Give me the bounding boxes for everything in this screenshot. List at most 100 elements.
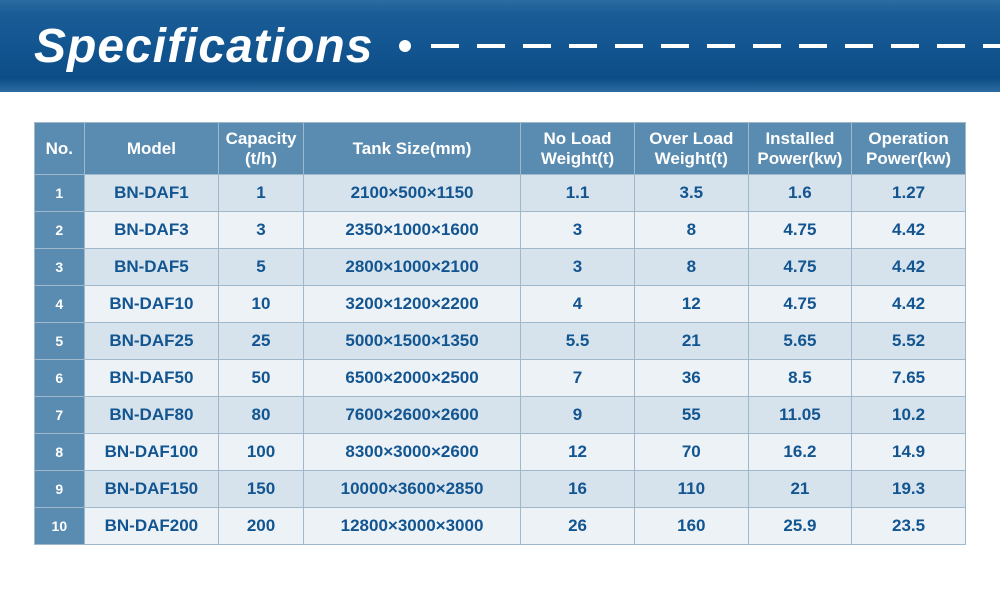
cell-inst: 1.6 bbox=[748, 175, 851, 212]
table-row: 10 BN-DAF200 200 12800×3000×3000 26 160 … bbox=[35, 508, 966, 545]
cell-no: 4 bbox=[35, 286, 85, 323]
cell-inst: 4.75 bbox=[748, 249, 851, 286]
cell-model: BN-DAF80 bbox=[84, 397, 218, 434]
cell-no: 8 bbox=[35, 434, 85, 471]
cell-no: 6 bbox=[35, 360, 85, 397]
cell-overload: 3.5 bbox=[634, 175, 748, 212]
cell-overload: 8 bbox=[634, 212, 748, 249]
page-title: Specifications bbox=[34, 19, 399, 74]
table-row: 7 BN-DAF80 80 7600×2600×2600 9 55 11.05 … bbox=[35, 397, 966, 434]
dash-icon bbox=[477, 44, 505, 48]
cell-capacity: 200 bbox=[219, 508, 304, 545]
cell-no: 10 bbox=[35, 508, 85, 545]
cell-tank: 10000×3600×2850 bbox=[303, 471, 520, 508]
table-row: 5 BN-DAF25 25 5000×1500×1350 5.5 21 5.65… bbox=[35, 323, 966, 360]
table-container: No. Model Capacity (t/h) Tank Size(mm) N… bbox=[0, 92, 1000, 545]
cell-inst: 16.2 bbox=[748, 434, 851, 471]
table-row: 9 BN-DAF150 150 10000×3600×2850 16 110 2… bbox=[35, 471, 966, 508]
cell-inst: 11.05 bbox=[748, 397, 851, 434]
table-body: 1 BN-DAF1 1 2100×500×1150 1.1 3.5 1.6 1.… bbox=[35, 175, 966, 545]
cell-tank: 7600×2600×2600 bbox=[303, 397, 520, 434]
cell-capacity: 150 bbox=[219, 471, 304, 508]
dot-icon bbox=[399, 40, 411, 52]
cell-model: BN-DAF200 bbox=[84, 508, 218, 545]
dash-icon bbox=[523, 44, 551, 48]
dash-icon bbox=[661, 44, 689, 48]
cell-noload: 1.1 bbox=[521, 175, 635, 212]
cell-no: 7 bbox=[35, 397, 85, 434]
col-noload: No Load Weight(t) bbox=[521, 123, 635, 175]
cell-no: 3 bbox=[35, 249, 85, 286]
cell-inst: 25.9 bbox=[748, 508, 851, 545]
dash-icon bbox=[615, 44, 643, 48]
cell-oper: 10.2 bbox=[852, 397, 966, 434]
cell-tank: 12800×3000×3000 bbox=[303, 508, 520, 545]
cell-capacity: 50 bbox=[219, 360, 304, 397]
cell-overload: 36 bbox=[634, 360, 748, 397]
cell-overload: 160 bbox=[634, 508, 748, 545]
cell-no: 9 bbox=[35, 471, 85, 508]
table-row: 8 BN-DAF100 100 8300×3000×2600 12 70 16.… bbox=[35, 434, 966, 471]
col-capacity: Capacity (t/h) bbox=[219, 123, 304, 175]
cell-capacity: 10 bbox=[219, 286, 304, 323]
cell-model: BN-DAF25 bbox=[84, 323, 218, 360]
cell-tank: 2100×500×1150 bbox=[303, 175, 520, 212]
cell-model: BN-DAF150 bbox=[84, 471, 218, 508]
dash-icon bbox=[707, 44, 735, 48]
cell-inst: 4.75 bbox=[748, 212, 851, 249]
cell-capacity: 25 bbox=[219, 323, 304, 360]
cell-no: 5 bbox=[35, 323, 85, 360]
cell-capacity: 3 bbox=[219, 212, 304, 249]
title-banner: Specifications bbox=[0, 0, 1000, 92]
dash-icon bbox=[983, 44, 1000, 48]
table-row: 3 BN-DAF5 5 2800×1000×2100 3 8 4.75 4.42 bbox=[35, 249, 966, 286]
cell-noload: 9 bbox=[521, 397, 635, 434]
cell-capacity: 100 bbox=[219, 434, 304, 471]
dash-icon bbox=[799, 44, 827, 48]
col-model: Model bbox=[84, 123, 218, 175]
dash-icon bbox=[431, 44, 459, 48]
col-no: No. bbox=[35, 123, 85, 175]
dash-icon bbox=[891, 44, 919, 48]
cell-oper: 19.3 bbox=[852, 471, 966, 508]
cell-overload: 21 bbox=[634, 323, 748, 360]
cell-overload: 110 bbox=[634, 471, 748, 508]
cell-model: BN-DAF5 bbox=[84, 249, 218, 286]
cell-oper: 4.42 bbox=[852, 286, 966, 323]
cell-tank: 5000×1500×1350 bbox=[303, 323, 520, 360]
cell-noload: 3 bbox=[521, 212, 635, 249]
cell-noload: 4 bbox=[521, 286, 635, 323]
table-row: 1 BN-DAF1 1 2100×500×1150 1.1 3.5 1.6 1.… bbox=[35, 175, 966, 212]
table-row: 2 BN-DAF3 3 2350×1000×1600 3 8 4.75 4.42 bbox=[35, 212, 966, 249]
cell-overload: 55 bbox=[634, 397, 748, 434]
cell-no: 2 bbox=[35, 212, 85, 249]
cell-capacity: 1 bbox=[219, 175, 304, 212]
cell-model: BN-DAF10 bbox=[84, 286, 218, 323]
cell-overload: 70 bbox=[634, 434, 748, 471]
cell-oper: 1.27 bbox=[852, 175, 966, 212]
cell-overload: 8 bbox=[634, 249, 748, 286]
cell-tank: 6500×2000×2500 bbox=[303, 360, 520, 397]
cell-tank: 8300×3000×2600 bbox=[303, 434, 520, 471]
cell-inst: 4.75 bbox=[748, 286, 851, 323]
cell-model: BN-DAF3 bbox=[84, 212, 218, 249]
col-tank: Tank Size(mm) bbox=[303, 123, 520, 175]
cell-oper: 4.42 bbox=[852, 212, 966, 249]
dash-icon bbox=[937, 44, 965, 48]
cell-noload: 7 bbox=[521, 360, 635, 397]
col-operation: Operation Power(kw) bbox=[852, 123, 966, 175]
cell-inst: 5.65 bbox=[748, 323, 851, 360]
cell-capacity: 80 bbox=[219, 397, 304, 434]
cell-oper: 23.5 bbox=[852, 508, 966, 545]
col-installed: Installed Power(kw) bbox=[748, 123, 851, 175]
cell-tank: 2350×1000×1600 bbox=[303, 212, 520, 249]
cell-tank: 2800×1000×2100 bbox=[303, 249, 520, 286]
cell-model: BN-DAF50 bbox=[84, 360, 218, 397]
table-row: 4 BN-DAF10 10 3200×1200×2200 4 12 4.75 4… bbox=[35, 286, 966, 323]
cell-noload: 5.5 bbox=[521, 323, 635, 360]
table-header-row: No. Model Capacity (t/h) Tank Size(mm) N… bbox=[35, 123, 966, 175]
cell-noload: 26 bbox=[521, 508, 635, 545]
spec-table: No. Model Capacity (t/h) Tank Size(mm) N… bbox=[34, 122, 966, 545]
decorative-dashes bbox=[399, 40, 1000, 52]
cell-no: 1 bbox=[35, 175, 85, 212]
